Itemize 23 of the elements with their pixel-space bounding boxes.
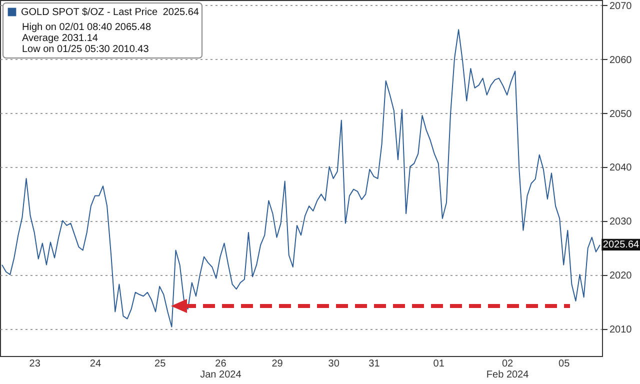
x-tick-label: 30 — [328, 358, 340, 370]
y-tick-label: 2050 — [610, 108, 632, 120]
x-tick-label: 29 — [272, 358, 284, 370]
annotation: High on 02/01 08:40 2065.48 — [22, 22, 152, 33]
y-tick-label: 2010 — [610, 324, 632, 336]
x-tick-label: 23 — [29, 358, 41, 370]
y-tick-label: 2020 — [610, 270, 632, 282]
annotation: Low on 01/25 05:30 2010.43 — [22, 44, 150, 55]
y-tick-label: 2030 — [610, 216, 632, 228]
y-tick-label: 2060 — [610, 54, 632, 66]
y-tick-label: 2040 — [610, 162, 632, 174]
x-tick-label: 25 — [154, 358, 166, 370]
x-tick-label: 02 Feb 2024 — [486, 358, 530, 380]
y-tick-label: 2070 — [610, 0, 632, 12]
annotation: 2025.64 — [602, 240, 640, 251]
annotation: Average 2031.14 — [22, 33, 98, 44]
x-tick-label: 24 — [90, 358, 102, 370]
annotation: 2025.64 — [162, 7, 200, 18]
legend-label: GOLD SPOT $/OZ - Last Price — [21, 7, 158, 18]
x-tick-label: 31 — [368, 358, 380, 370]
x-tick-label: 26 Jan 2024 — [200, 358, 242, 380]
x-tick-label: 05 — [558, 358, 570, 370]
x-tick-label: 01 — [433, 358, 445, 370]
